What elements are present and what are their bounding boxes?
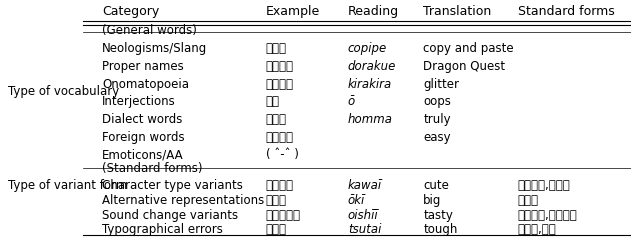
Text: Translation: Translation — [423, 5, 492, 18]
Text: Type of variant form: Type of variant form — [8, 179, 127, 192]
Text: 大きい: 大きい — [518, 194, 539, 207]
Text: ドラクエ: ドラクエ — [266, 60, 294, 73]
Text: cute: cute — [423, 179, 449, 192]
Text: キラキラ: キラキラ — [266, 78, 294, 91]
Text: oops: oops — [423, 95, 451, 108]
Text: Emoticons/AA: Emoticons/AA — [102, 148, 184, 161]
Text: big: big — [423, 194, 442, 207]
Text: kawaī: kawaī — [348, 179, 382, 192]
Text: Dragon Quest: Dragon Quest — [423, 60, 506, 73]
Text: ＥＡＳＹ: ＥＡＳＹ — [266, 130, 294, 144]
Text: Sound change variants: Sound change variants — [102, 209, 238, 222]
Text: homma: homma — [348, 113, 393, 126]
Text: Example: Example — [266, 5, 320, 18]
Text: tasty: tasty — [423, 209, 453, 222]
Text: Interjections: Interjections — [102, 95, 176, 108]
Text: easy: easy — [423, 130, 451, 144]
Text: Type of vocabulary: Type of vocabulary — [8, 85, 119, 98]
Text: おお: おお — [266, 95, 280, 108]
Text: Foreign words: Foreign words — [102, 130, 185, 144]
Text: かわいい,可愛い: かわいい,可愛い — [518, 179, 570, 192]
Text: おいしーい: おいしーい — [266, 209, 301, 222]
Text: おいしい,美味しい: おいしい,美味しい — [518, 209, 577, 222]
Text: ō: ō — [348, 95, 355, 108]
Text: glitter: glitter — [423, 78, 460, 91]
Text: ōkī: ōkī — [348, 194, 365, 207]
Text: Neologisms/Slang: Neologisms/Slang — [102, 42, 207, 55]
Text: tough: tough — [423, 223, 458, 236]
Text: Dialect words: Dialect words — [102, 113, 182, 126]
Text: (General words): (General words) — [102, 23, 197, 37]
Text: つたい: つたい — [266, 223, 287, 236]
Text: カワイイ: カワイイ — [266, 179, 294, 192]
Text: copipe: copipe — [348, 42, 387, 55]
Text: 大きい: 大きい — [266, 194, 287, 207]
Text: oishīī: oishīī — [348, 209, 378, 222]
Text: Reading: Reading — [348, 5, 399, 18]
Text: Alternative representations: Alternative representations — [102, 194, 264, 207]
Text: Proper names: Proper names — [102, 60, 184, 73]
Text: ( ˆ-ˆ ): ( ˆ-ˆ ) — [266, 148, 299, 161]
Text: (Standard forms): (Standard forms) — [102, 162, 203, 175]
Text: コピペ: コピペ — [266, 42, 287, 55]
Text: Category: Category — [102, 5, 159, 18]
Text: copy and paste: copy and paste — [423, 42, 514, 55]
Text: tsutai: tsutai — [348, 223, 381, 236]
Text: Standard forms: Standard forms — [518, 5, 614, 18]
Text: truly: truly — [423, 113, 451, 126]
Text: Character type variants: Character type variants — [102, 179, 243, 192]
Text: ほんま: ほんま — [266, 113, 287, 126]
Text: つらい,辛い: つらい,辛い — [518, 223, 557, 236]
Text: dorakue: dorakue — [348, 60, 396, 73]
Text: kirakira: kirakira — [348, 78, 392, 91]
Text: Onomatopoeia: Onomatopoeia — [102, 78, 189, 91]
Text: Typographical errors: Typographical errors — [102, 223, 223, 236]
